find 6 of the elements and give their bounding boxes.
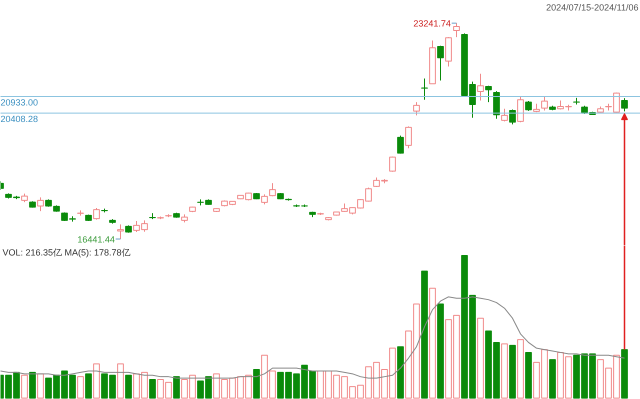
ref-line-label: 20408.28 (0, 114, 38, 124)
ref-line-label: 20933.00 (0, 97, 38, 108)
annotation: 23241.74 (413, 18, 451, 29)
annotation: 16441.44 (77, 234, 115, 245)
text: 2024/07/15-2024/11/06 (546, 2, 639, 12)
annotation: VOL: 216.35亿 MA(5): 178.78亿 (2, 248, 131, 258)
